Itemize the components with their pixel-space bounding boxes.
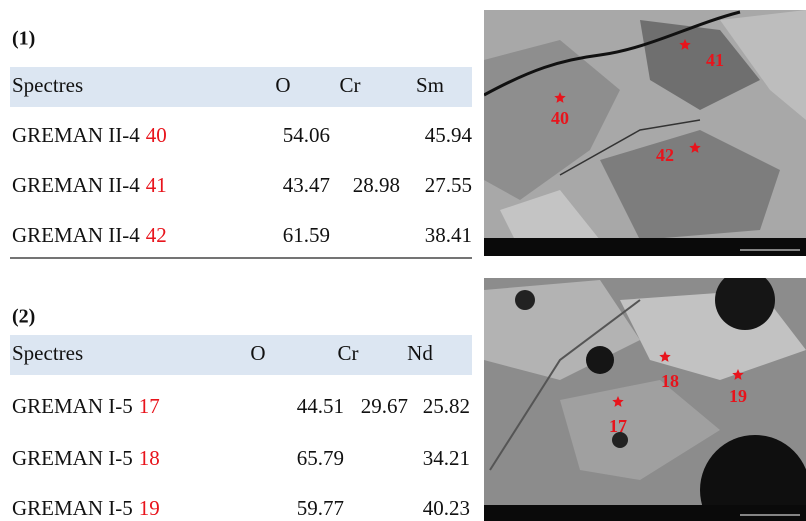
column-header: Spectres — [12, 73, 83, 97]
marker-star — [612, 396, 624, 407]
row-name: GREMAN I-5 17 — [12, 394, 160, 418]
spot-number: 17 — [139, 394, 160, 418]
row-name: GREMAN I-5 19 — [12, 496, 160, 520]
marker-label: 42 — [656, 145, 674, 165]
spot-number: 19 — [139, 496, 160, 520]
cell-value: 29.67 — [361, 394, 408, 418]
header-band — [10, 335, 472, 375]
sem-image — [484, 278, 806, 521]
marker-star — [689, 142, 701, 153]
column-header: Cr — [338, 341, 359, 365]
spot-number: 41 — [146, 173, 167, 197]
marker-label: 41 — [706, 50, 724, 70]
cell-value: 44.51 — [297, 394, 344, 418]
spot-number: 18 — [139, 446, 160, 470]
cell-value: 28.98 — [353, 173, 400, 197]
spot-number: 40 — [146, 123, 167, 147]
marker-label: 40 — [551, 108, 569, 128]
column-header: O — [250, 341, 265, 365]
marker-star — [659, 351, 671, 362]
header-band — [10, 67, 472, 107]
cell-value: 25.82 — [423, 394, 470, 418]
row-name: GREMAN II-4 41 — [12, 173, 167, 197]
sample-name: GREMAN II-4 — [12, 223, 140, 247]
sem-image — [484, 10, 806, 256]
cell-value: 65.79 — [297, 446, 344, 470]
panel-label: (1) — [12, 28, 35, 50]
row-name: GREMAN II-4 40 — [12, 123, 167, 147]
row-name: GREMAN I-5 18 — [12, 446, 160, 470]
cell-value: 34.21 — [423, 446, 470, 470]
column-header: O — [275, 73, 290, 97]
marker-star — [679, 39, 691, 50]
panel-label: (2) — [12, 306, 35, 328]
marker-label: 19 — [729, 386, 747, 406]
column-header: Cr — [340, 73, 361, 97]
cell-value: 59.77 — [297, 496, 344, 520]
cell-value: 54.06 — [283, 123, 330, 147]
sample-name: GREMAN II-4 — [12, 123, 140, 147]
sample-name: GREMAN I-5 — [12, 446, 133, 470]
spot-number: 42 — [146, 223, 167, 247]
marker-label: 17 — [609, 416, 627, 436]
cell-value: 43.47 — [283, 173, 330, 197]
cell-value: 38.41 — [425, 223, 472, 247]
marker-star — [732, 369, 744, 380]
row-name: GREMAN II-4 42 — [12, 223, 167, 247]
cell-value: 27.55 — [425, 173, 472, 197]
sample-name: GREMAN I-5 — [12, 496, 133, 520]
sample-name: GREMAN I-5 — [12, 394, 133, 418]
sample-name: GREMAN II-4 — [12, 173, 140, 197]
column-header: Spectres — [12, 341, 83, 365]
cell-value: 45.94 — [425, 123, 473, 147]
column-header: Sm — [416, 73, 444, 97]
marker-label: 18 — [661, 371, 679, 391]
marker-star — [554, 92, 566, 103]
cell-value: 61.59 — [283, 223, 330, 247]
column-header: Nd — [407, 341, 433, 365]
cell-value: 40.23 — [423, 496, 470, 520]
